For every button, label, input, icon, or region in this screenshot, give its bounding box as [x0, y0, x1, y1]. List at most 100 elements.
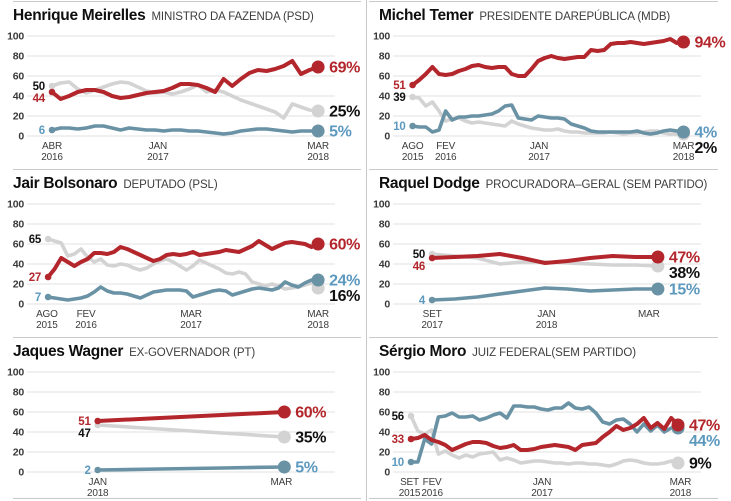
series-start-dot-red	[407, 435, 415, 443]
line-chart: 0 20 40 60 80 100 SET 2017 JAN 2018 MAR 50 46 4 47% 38%…	[366, 193, 731, 333]
series-line-red	[430, 252, 660, 265]
series-start-value-label: 2	[84, 465, 90, 477]
series-start-value-label: 27	[29, 272, 41, 284]
x-axis-tick-label: FEV	[423, 477, 442, 488]
x-axis-tick-year: 2016	[421, 488, 443, 499]
x-axis-tick-label: MAR	[180, 309, 202, 320]
person-role: JUIZ FEDERAL(SEM PARTIDO)	[472, 347, 636, 359]
y-axis-tick-label: 40	[379, 427, 391, 439]
y-axis-tick-label: 80	[13, 219, 25, 231]
y-axis-tick-label: 0	[18, 131, 24, 143]
y-axis-tick-label: 100	[373, 367, 390, 379]
series-line-gray	[409, 414, 680, 468]
x-axis-tick-label: AGO	[402, 141, 424, 152]
x-axis-tick-label: FEV	[436, 141, 455, 152]
series-end-dot-red	[311, 237, 325, 251]
series-end-value-label: 9%	[689, 456, 711, 473]
person-role: PROCURADORA–GERAL (SEM PARTIDO)	[485, 179, 708, 191]
series-start-dot-blue	[407, 458, 415, 466]
series-start-value-label: 51	[393, 80, 406, 92]
series-start-dot-blue	[428, 296, 436, 304]
x-axis-tick-label: MAR	[670, 477, 692, 488]
panel-header: Jaques Wagner EX-GOVERNADOR (PT)	[13, 343, 360, 361]
series-line-blue	[95, 465, 287, 472]
x-axis-tick-year: 2016	[435, 152, 457, 163]
x-axis-tick-label: MAR	[307, 309, 329, 320]
x-axis-tick-year: 2018	[87, 488, 109, 499]
y-axis-tick-label: 60	[13, 407, 25, 419]
series-start-dot-red	[44, 273, 52, 281]
chart-panel-wagner: Jaques Wagner EX-GOVERNADOR (PT) 0 20 40 60…	[0, 336, 366, 501]
series-line-gray	[46, 237, 320, 291]
x-axis-tick-year: 2017	[180, 320, 202, 331]
series-end-value-label: 25%	[329, 104, 360, 121]
person-role: DEPUTADO (PSL)	[123, 179, 218, 191]
series-end-dot-red	[671, 418, 685, 432]
x-axis-tick-year: 2018	[536, 320, 558, 331]
series-line-red	[95, 410, 287, 423]
y-axis-tick-label: 80	[379, 51, 391, 63]
series-end-dot-red	[277, 405, 291, 419]
series-start-value-label: 4	[419, 295, 426, 307]
x-axis-tick-year: 2017	[528, 152, 550, 163]
y-axis-tick-label: 0	[384, 467, 390, 479]
x-axis-tick-label: JAN	[89, 477, 107, 488]
y-axis-tick-label: 80	[379, 387, 391, 399]
series-end-dot-blue	[311, 273, 325, 287]
y-axis-tick-label: 20	[379, 279, 391, 291]
y-axis-tick-label: 0	[18, 299, 24, 311]
line-chart: 0 20 40 60 80 100 JAN 2018 MAR 51 47 2 60% 35% 5%	[0, 361, 366, 501]
y-axis-tick-label: 20	[379, 111, 391, 123]
series-start-dot-blue	[94, 466, 101, 474]
x-axis-tick-year: 2015	[402, 152, 424, 163]
series-line-blue	[46, 278, 320, 302]
series-start-value-label: 50	[33, 81, 45, 93]
series-end-value-label: 47%	[689, 418, 720, 435]
series-line-red	[50, 59, 321, 101]
x-axis-tick-label: MAR	[673, 141, 695, 152]
x-axis-tick-label: JAN	[149, 141, 167, 152]
series-start-dot-red	[409, 81, 416, 89]
y-axis-tick-label: 0	[18, 467, 24, 479]
x-axis-tick-label: JAN	[530, 141, 548, 152]
series-start-dot-gray	[48, 82, 56, 90]
column-divider	[366, 0, 367, 501]
y-axis-tick-label: 40	[13, 91, 25, 103]
series-end-value-label: 5%	[329, 124, 351, 141]
person-name: Jaques Wagner	[13, 343, 124, 360]
person-name: Henrique Meirelles	[13, 7, 146, 24]
series-start-dot-blue	[409, 122, 416, 130]
series-start-dot-gray	[409, 93, 416, 101]
y-axis-tick-label: 20	[13, 111, 25, 123]
y-axis-tick-label: 40	[13, 259, 25, 271]
y-axis-tick-label: 40	[13, 427, 25, 439]
series-end-value-label: 2%	[695, 140, 717, 157]
series-end-value-label: 38%	[669, 265, 700, 282]
series-end-value-label: 60%	[295, 405, 326, 422]
series-end-value-label: 60%	[329, 237, 360, 254]
series-line-gray	[50, 80, 320, 120]
series-end-dot-blue	[651, 282, 665, 296]
y-axis-tick-label: 60	[13, 239, 25, 251]
x-axis-tick-label: SET	[400, 477, 419, 488]
series-start-dot-gray	[44, 235, 52, 243]
y-axis-tick-label: 0	[384, 131, 390, 143]
series-end-dot-gray	[671, 456, 685, 470]
series-start-dot-red	[94, 417, 101, 425]
y-axis-tick-label: 80	[379, 219, 391, 231]
y-axis-tick-label: 20	[13, 447, 25, 459]
y-axis-tick-label: 60	[379, 71, 391, 83]
series-start-dot-blue	[48, 126, 56, 134]
series-start-dot-red	[48, 88, 56, 96]
x-axis-tick-year: 2017	[147, 152, 169, 163]
line-chart: 0 20 40 60 80 100 AGO 2015 FEV 2016 JAN 2017 MAR 2018…	[366, 25, 731, 165]
series-start-value-label: 46	[413, 261, 425, 273]
series-start-value-label: 39	[393, 92, 405, 104]
y-axis-tick-label: 80	[13, 387, 25, 399]
series-start-value-label: 7	[35, 292, 41, 304]
